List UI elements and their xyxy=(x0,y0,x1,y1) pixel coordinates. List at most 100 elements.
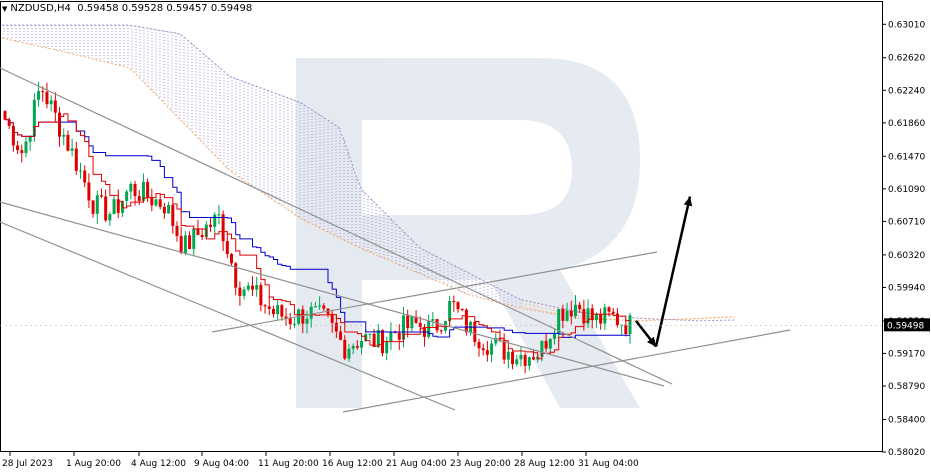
candle-body xyxy=(573,304,577,317)
candle-body xyxy=(389,332,393,342)
candle-body xyxy=(225,241,229,255)
trendline[interactable] xyxy=(342,329,791,413)
x-tick-label: 31 Aug 04:00 xyxy=(578,459,639,469)
candle-body xyxy=(246,285,250,290)
candle-body xyxy=(66,134,70,151)
candle-body xyxy=(95,195,99,214)
trendline[interactable] xyxy=(0,67,673,385)
y-axis: 0.63010 0.62620 0.62240 0.61860 0.61470 0.610… xyxy=(882,20,925,458)
x-tick-label: 28 Jul 2023 xyxy=(2,459,53,469)
watermark-logo xyxy=(296,58,640,408)
candle-body xyxy=(3,111,7,120)
trendline[interactable] xyxy=(0,201,665,387)
y-tick-label: 0.58790 xyxy=(888,382,925,392)
candle-body xyxy=(427,320,431,337)
high-value: 0.59528 xyxy=(121,3,164,14)
candle-body xyxy=(393,332,397,334)
x-tick-label: 16 Aug 12:00 xyxy=(322,459,383,469)
candle-body xyxy=(74,148,78,171)
candle-body xyxy=(41,91,45,93)
x-tick-label: 4 Aug 12:00 xyxy=(131,459,186,469)
candle-body xyxy=(221,214,225,242)
candle-body xyxy=(414,316,418,323)
x-tick-label: 9 Aug 04:00 xyxy=(194,459,249,469)
candle-body xyxy=(213,214,217,227)
trendline[interactable] xyxy=(0,221,456,411)
candle-body xyxy=(628,315,632,335)
arrowhead-down-icon xyxy=(647,336,656,347)
x-tick-label: 28 Aug 12:00 xyxy=(514,459,575,469)
candle-body xyxy=(154,199,158,206)
y-tick-label: 0.60320 xyxy=(888,251,925,261)
senkou-span-a xyxy=(1,37,735,322)
candle-body xyxy=(263,305,267,307)
candle-body xyxy=(158,199,162,207)
candle-body xyxy=(87,182,91,201)
tenkan-sen-line xyxy=(5,113,630,360)
y-tick-label: 0.61090 xyxy=(888,185,925,195)
candle-body xyxy=(196,228,200,235)
trendline[interactable] xyxy=(211,251,658,333)
candle-body xyxy=(339,331,343,340)
candle-body xyxy=(452,300,456,303)
candle-body xyxy=(167,205,171,214)
candle-body xyxy=(288,318,292,325)
candle-body xyxy=(234,263,238,288)
candle-body xyxy=(112,199,116,215)
candle-body xyxy=(347,348,351,359)
candle-body xyxy=(116,199,120,213)
candle-body xyxy=(179,236,183,254)
candle-body xyxy=(209,224,213,227)
candle-body xyxy=(125,191,129,201)
candle-body xyxy=(79,170,83,172)
forecast-arrow-up xyxy=(654,196,692,347)
candle-body xyxy=(99,195,103,197)
candle-body xyxy=(532,357,536,360)
candle-body xyxy=(141,181,145,201)
candle-body xyxy=(162,206,166,214)
trendlines xyxy=(0,67,791,413)
candle-body xyxy=(280,305,284,317)
candle-body xyxy=(250,285,254,290)
x-tick-label: 1 Aug 20:00 xyxy=(66,459,121,469)
y-tick-label: 0.61860 xyxy=(888,119,925,129)
candle-body xyxy=(276,305,280,315)
y-tick-label: 0.63010 xyxy=(888,20,925,30)
candle-body xyxy=(58,112,62,137)
candle-body xyxy=(271,308,275,315)
y-tick-label: 0.61470 xyxy=(888,152,925,162)
candle-body xyxy=(16,145,20,151)
candle-body xyxy=(318,305,322,307)
candle-body xyxy=(37,91,41,100)
x-tick-label: 21 Aug 04:00 xyxy=(386,459,447,469)
candle-body xyxy=(481,348,485,351)
x-tick-label: 11 Aug 20:00 xyxy=(258,459,319,469)
candle-body xyxy=(217,214,221,216)
candle-body xyxy=(418,322,422,328)
candle-body xyxy=(578,304,582,310)
candle-body xyxy=(410,316,414,329)
chart-header: ▼ NZDUSD,H4 0.59458 0.59528 0.59457 0.594… xyxy=(2,3,252,14)
candle-body xyxy=(607,307,611,312)
candle-body xyxy=(330,313,334,323)
candle-body xyxy=(448,300,452,322)
candle-body xyxy=(552,333,556,339)
candle-body xyxy=(313,306,317,308)
candle-body xyxy=(586,308,590,324)
candle-body xyxy=(322,305,326,309)
current-price-label: 0.59498 xyxy=(887,321,924,331)
candle-body xyxy=(406,315,410,329)
candle-body xyxy=(527,357,531,366)
candles xyxy=(3,81,632,374)
candle-body xyxy=(603,307,607,324)
candle-body xyxy=(259,285,263,306)
candle-body xyxy=(494,337,498,344)
candle-body xyxy=(557,309,561,334)
close-value: 0.59498 xyxy=(210,3,253,14)
candle-body xyxy=(473,321,477,342)
candle-body xyxy=(62,134,66,137)
candle-body xyxy=(506,351,510,360)
candle-body xyxy=(183,235,187,254)
